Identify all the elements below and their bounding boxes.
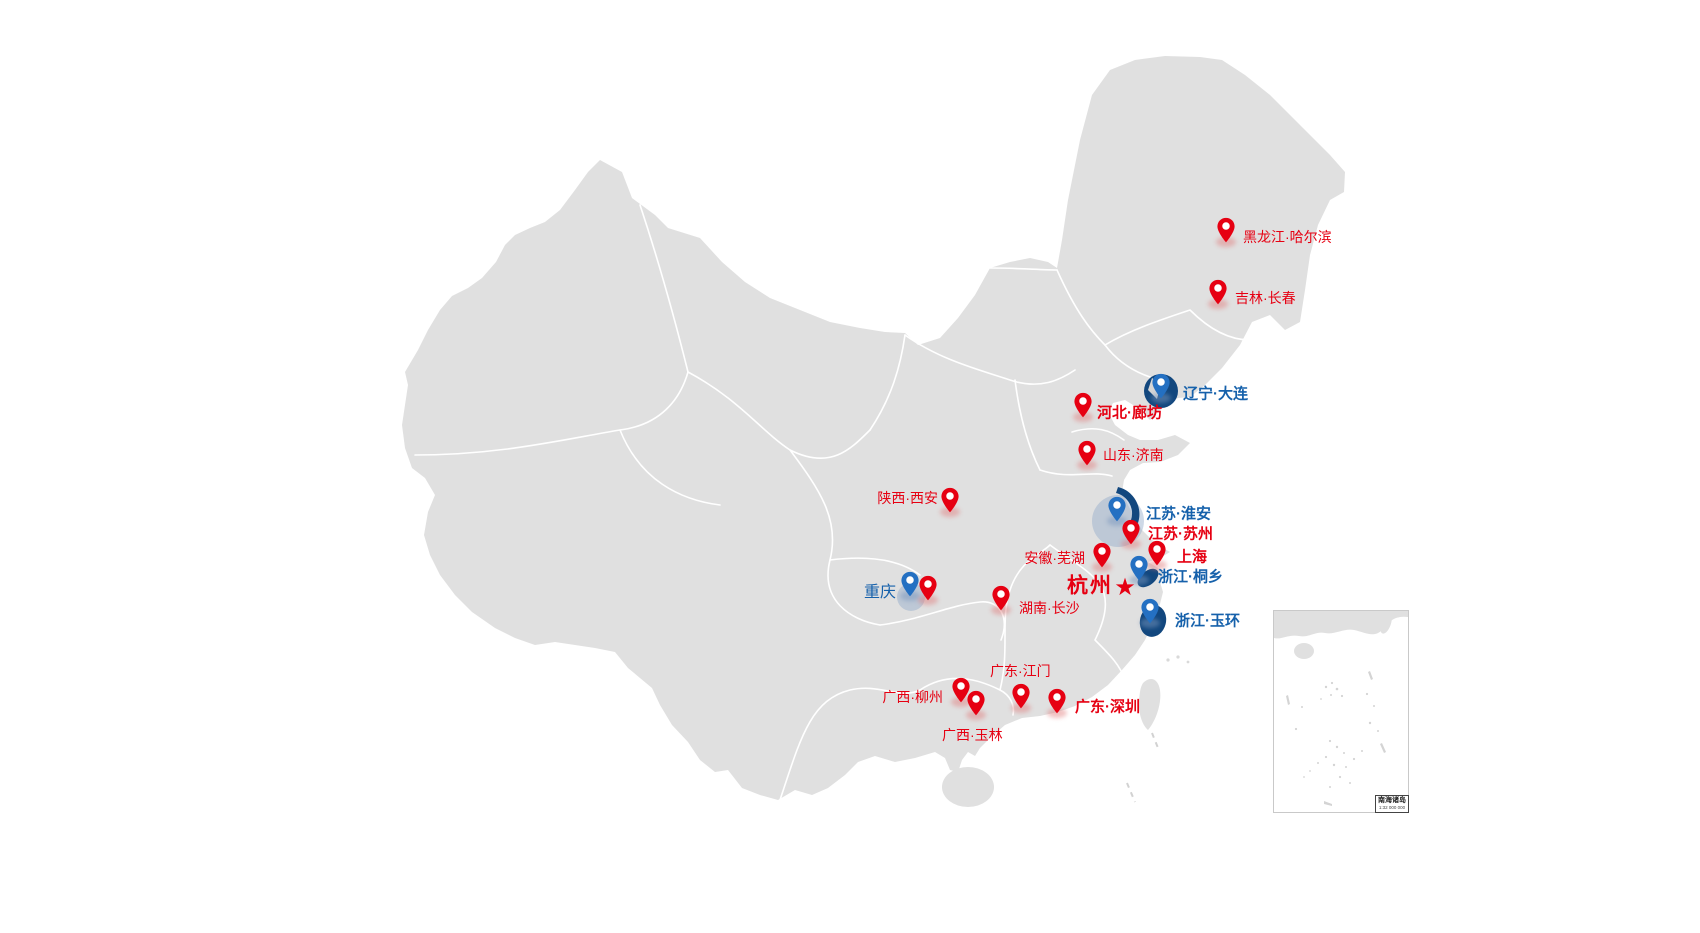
marker-label-guangdong-shenzhen[interactable]: 广东·深圳 [1075, 698, 1140, 716]
jiangsu-coast-highlight [1116, 487, 1140, 523]
marker-label-jiangsu-huaian[interactable]: 江苏·淮安 [1146, 505, 1211, 523]
marker-pin-liaoning-dalian[interactable] [1151, 373, 1171, 400]
marker-pin-guangxi-yulin[interactable] [966, 690, 986, 717]
marker-label-anhui-wuhu[interactable]: 安徽·芜湖 [1024, 550, 1085, 566]
marker-pin-guangxi-liuzhou[interactable] [951, 677, 971, 704]
marker-label-chongqing[interactable]: 重庆 [863, 584, 896, 601]
inset-label-box: 南海诸岛 1:32 000 000 [1375, 795, 1409, 813]
marker-pin-guangdong-jiangmen[interactable] [1011, 683, 1031, 710]
hainan-island-shape [942, 767, 994, 807]
marker-pin-zhejiang-yuhuan[interactable] [1140, 598, 1160, 625]
inset-scale: 1:32 000 000 [1378, 805, 1406, 811]
marker-pin-jiangsu-suzhou[interactable] [1121, 519, 1141, 546]
taiwan-island-shape [1138, 678, 1161, 730]
marker-pin-hunan-changsha[interactable] [991, 585, 1011, 612]
hangzhou-hq-label[interactable]: 杭州 [1067, 574, 1113, 598]
marker-pin-guangdong-shenzhen[interactable] [1047, 688, 1067, 715]
marker-label-hebei-langfang[interactable]: 河北·廊坊 [1097, 404, 1162, 422]
marker-pin-zhejiang-tongxiang[interactable] [1129, 555, 1149, 582]
marker-label-zhejiang-yuhuan[interactable]: 浙江·玉环 [1175, 612, 1240, 630]
marker-pin-heilongjiang-haerbin[interactable] [1216, 217, 1236, 244]
sea-boundary-dashes [1151, 732, 1159, 749]
inset-title: 南海诸岛 [1378, 797, 1406, 804]
marker-label-heilongjiang-haerbin[interactable]: 黑龙江·哈尔滨 [1243, 229, 1332, 245]
marker-pin-shandong-jinan[interactable] [1077, 440, 1097, 467]
marker-label-shanghai[interactable]: 上海 [1177, 548, 1208, 566]
inset-map-art [1274, 611, 1408, 806]
marker-pin-anhui-wuhu[interactable] [1092, 542, 1112, 569]
marker-label-hunan-changsha[interactable]: 湖南·长沙 [1019, 600, 1080, 616]
marker-label-shaanxi-xian[interactable]: 陕西·西安 [877, 490, 938, 506]
china-mainland-shape [402, 56, 1345, 800]
hangzhou-hq-star-icon[interactable]: ★ [1114, 574, 1136, 601]
marker-pin-jiangsu-huaian[interactable] [1107, 496, 1127, 523]
marker-pin-shanghai[interactable] [1147, 540, 1167, 567]
marker-label-guangxi-yulin[interactable]: 广西·玉林 [942, 727, 1003, 743]
marker-label-guangxi-liuzhou[interactable]: 广西·柳州 [882, 689, 943, 705]
marker-pin-shaanxi-xian[interactable] [940, 487, 960, 514]
marker-label-jiangsu-suzhou[interactable]: 江苏·苏州 [1148, 525, 1213, 543]
marker-pin-chongqing[interactable] [900, 571, 920, 598]
inset-islands [1286, 671, 1386, 806]
marker-pin-hebei-langfang[interactable] [1073, 392, 1093, 419]
marker-label-jilin-changchun[interactable]: 吉林·长春 [1235, 290, 1296, 306]
marker-label-shandong-jinan[interactable]: 山东·济南 [1103, 447, 1164, 463]
marker-pin-chongqing-2[interactable] [918, 575, 938, 602]
marker-label-guangdong-jiangmen[interactable]: 广东·江门 [990, 663, 1051, 679]
marker-label-liaoning-dalian[interactable]: 辽宁·大连 [1183, 385, 1248, 403]
inset-map-south-china-sea: 南海诸岛 1:32 000 000 [1273, 610, 1409, 813]
marker-label-zhejiang-tongxiang[interactable]: 浙江·桐乡 [1158, 568, 1223, 586]
marker-pin-jilin-changchun[interactable] [1208, 279, 1228, 306]
